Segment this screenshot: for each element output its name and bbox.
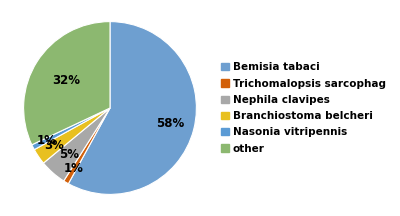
Wedge shape <box>44 108 110 181</box>
Legend: Bemisia tabaci, Trichomalopsis sarcophag, Nephila clavipes, Branchiostoma belche: Bemisia tabaci, Trichomalopsis sarcophag… <box>221 62 386 154</box>
Text: 1%: 1% <box>37 134 57 147</box>
Wedge shape <box>32 108 110 150</box>
Text: 3%: 3% <box>44 139 64 152</box>
Text: 32%: 32% <box>52 74 80 87</box>
Text: 5%: 5% <box>59 148 79 161</box>
Wedge shape <box>64 108 110 184</box>
Text: 58%: 58% <box>156 117 184 130</box>
Text: 1%: 1% <box>64 162 84 175</box>
Wedge shape <box>34 108 110 163</box>
Wedge shape <box>24 22 110 145</box>
Wedge shape <box>68 22 196 194</box>
